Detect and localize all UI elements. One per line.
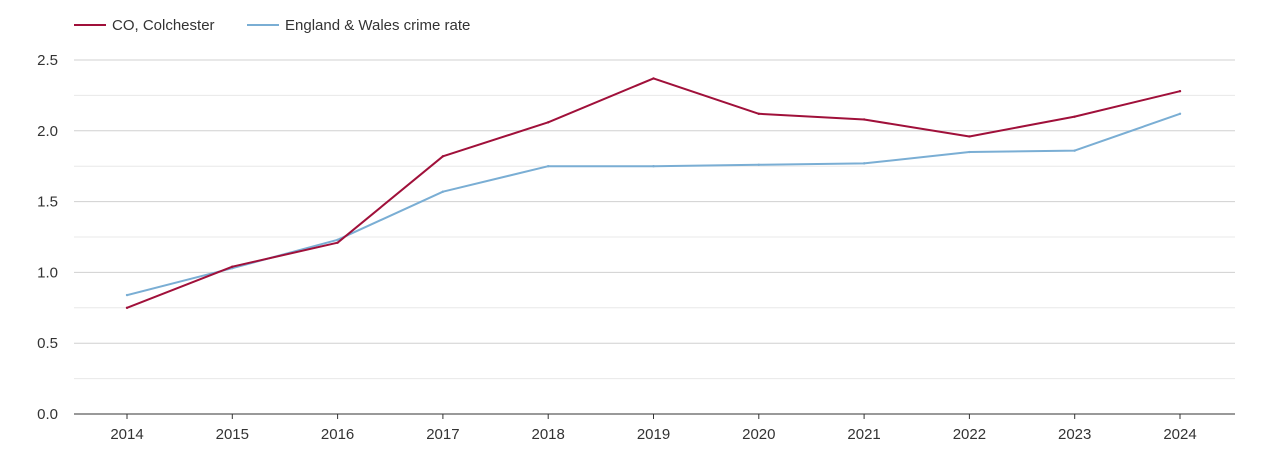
- data-point: [1178, 112, 1182, 116]
- x-tick-label: 2017: [426, 426, 459, 443]
- data-point: [231, 265, 234, 268]
- y-tick-label: 0.0: [37, 406, 58, 423]
- data-point: [125, 293, 129, 297]
- y-tick-label: 0.5: [37, 335, 58, 352]
- x-tick-label: 2020: [742, 426, 775, 443]
- x-tick-label: 2014: [110, 426, 143, 443]
- y-tick-label: 1.0: [37, 264, 58, 281]
- x-tick-label: 2021: [847, 426, 880, 443]
- y-tick-label: 1.5: [37, 194, 58, 211]
- x-tick-label: 2015: [216, 426, 249, 443]
- x-tick-label: 2018: [532, 426, 565, 443]
- data-point: [862, 118, 866, 121]
- series-line-colchester: [126, 77, 1181, 309]
- x-tick-label: 2023: [1058, 426, 1091, 443]
- x-tick-label: 2024: [1163, 426, 1196, 443]
- y-axis: 0.0 0.5 1.0 1.5 2.0 2.5: [37, 52, 58, 423]
- data-point: [1073, 115, 1076, 118]
- data-point: [652, 165, 655, 168]
- data-point: [1073, 149, 1076, 152]
- x-tick-label: 2022: [953, 426, 986, 443]
- data-point: [1178, 89, 1182, 93]
- data-point: [968, 135, 971, 138]
- data-point: [968, 150, 971, 154]
- data-point: [547, 165, 550, 168]
- data-point: [336, 238, 339, 242]
- data-point: [441, 155, 445, 158]
- data-point: [652, 77, 655, 80]
- data-point: [336, 241, 339, 244]
- y-tick-label: 2.5: [37, 52, 58, 69]
- series-line-england-wales: [126, 112, 1181, 297]
- data-point: [757, 163, 760, 166]
- x-axis: 2014 2015 2016 2017 2018 2019 2020 2021 2022 2023…: [74, 413, 1235, 443]
- legend: CO, Colchester England & Wales crime rate: [74, 17, 470, 34]
- legend-label: CO, Colchester: [112, 17, 215, 34]
- gridlines: [74, 59, 1235, 380]
- data-point: [441, 190, 445, 193]
- x-tick-label: 2019: [637, 426, 670, 443]
- y-tick-label: 2.0: [37, 123, 58, 140]
- data-point: [862, 162, 866, 165]
- x-tick-label: 2016: [321, 426, 354, 443]
- legend-label: England & Wales crime rate: [285, 17, 470, 34]
- data-point: [125, 306, 129, 309]
- data-point: [757, 112, 760, 116]
- series-lines: [125, 77, 1182, 309]
- data-point: [547, 121, 550, 124]
